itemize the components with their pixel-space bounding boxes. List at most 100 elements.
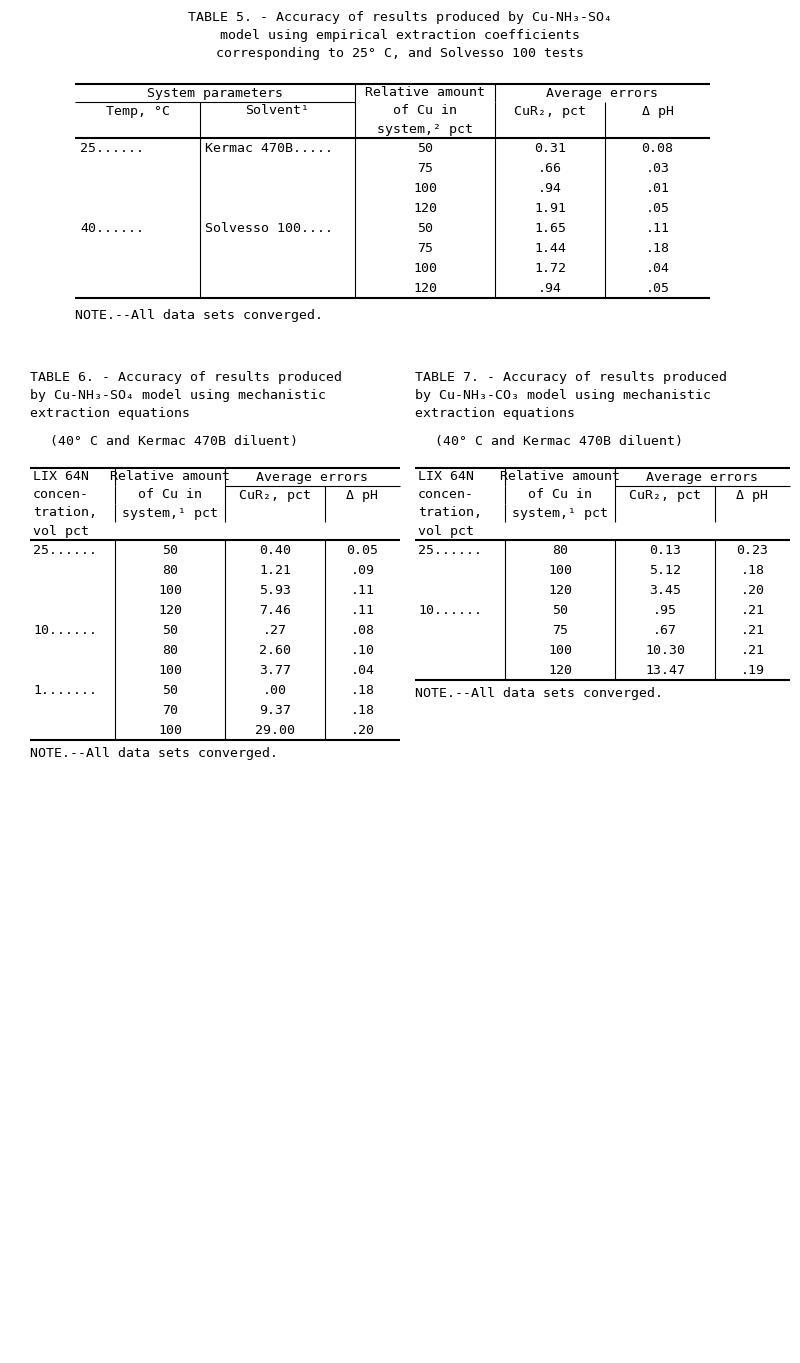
Text: 25......: 25...... xyxy=(418,544,482,556)
Text: 80: 80 xyxy=(162,643,178,657)
Text: CuR₂, pct: CuR₂, pct xyxy=(239,488,311,502)
Text: 1.72: 1.72 xyxy=(534,262,566,274)
Text: of Cu in: of Cu in xyxy=(528,488,592,502)
Text: 100: 100 xyxy=(548,643,572,657)
Text: .11: .11 xyxy=(350,604,374,616)
Text: 120: 120 xyxy=(548,664,572,676)
Text: 29.00: 29.00 xyxy=(255,724,295,736)
Text: 40......: 40...... xyxy=(80,222,144,234)
Text: 1.44: 1.44 xyxy=(534,241,566,255)
Text: model using empirical extraction coefficients: model using empirical extraction coeffic… xyxy=(220,30,580,42)
Text: 100: 100 xyxy=(548,563,572,577)
Text: 2.60: 2.60 xyxy=(259,643,291,657)
Text: Temp, °C: Temp, °C xyxy=(106,105,170,117)
Text: 1.65: 1.65 xyxy=(534,222,566,234)
Text: system,¹ pct: system,¹ pct xyxy=(512,507,608,519)
Text: Δ pH: Δ pH xyxy=(737,488,769,502)
Text: concen-: concen- xyxy=(33,488,89,502)
Text: 100: 100 xyxy=(158,724,182,736)
Text: .10: .10 xyxy=(350,643,374,657)
Text: Solvesso 100....: Solvesso 100.... xyxy=(205,222,333,234)
Text: (40° C and Kermac 470B diluent): (40° C and Kermac 470B diluent) xyxy=(435,436,683,448)
Text: .05: .05 xyxy=(646,282,670,294)
Text: extraction equations: extraction equations xyxy=(30,408,190,421)
Text: NOTE.--All data sets converged.: NOTE.--All data sets converged. xyxy=(75,309,323,323)
Text: .09: .09 xyxy=(350,563,374,577)
Text: 70: 70 xyxy=(162,703,178,717)
Text: .18: .18 xyxy=(741,563,765,577)
Text: vol pct: vol pct xyxy=(33,525,89,537)
Text: 5.12: 5.12 xyxy=(649,563,681,577)
Text: of Cu in: of Cu in xyxy=(393,105,457,117)
Text: TABLE 5. - Accuracy of results produced by Cu-NH₃-SO₄: TABLE 5. - Accuracy of results produced … xyxy=(188,11,612,25)
Text: .04: .04 xyxy=(646,262,670,274)
Text: .66: .66 xyxy=(538,161,562,174)
Text: system,² pct: system,² pct xyxy=(377,123,473,135)
Text: .18: .18 xyxy=(646,241,670,255)
Text: NOTE.--All data sets converged.: NOTE.--All data sets converged. xyxy=(30,747,278,761)
Text: .67: .67 xyxy=(653,623,677,637)
Text: .95: .95 xyxy=(653,604,677,616)
Text: 0.08: 0.08 xyxy=(642,142,674,154)
Text: Δ pH: Δ pH xyxy=(642,105,674,117)
Text: 1.91: 1.91 xyxy=(534,202,566,214)
Text: LIX 64N: LIX 64N xyxy=(33,470,89,484)
Text: .11: .11 xyxy=(350,583,374,597)
Text: Average errors: Average errors xyxy=(257,470,369,484)
Text: 50: 50 xyxy=(552,604,568,616)
Text: Relative amount: Relative amount xyxy=(110,470,230,484)
Text: vol pct: vol pct xyxy=(418,525,474,537)
Text: Relative amount: Relative amount xyxy=(500,470,620,484)
Text: .94: .94 xyxy=(538,181,562,195)
Text: by Cu-NH₃-SO₄ model using mechanistic: by Cu-NH₃-SO₄ model using mechanistic xyxy=(30,390,326,402)
Text: 50: 50 xyxy=(417,222,433,234)
Text: TABLE 6. - Accuracy of results produced: TABLE 6. - Accuracy of results produced xyxy=(30,372,342,384)
Text: 75: 75 xyxy=(417,161,433,174)
Text: .94: .94 xyxy=(538,282,562,294)
Text: CuR₂, pct: CuR₂, pct xyxy=(514,105,586,117)
Text: 75: 75 xyxy=(552,623,568,637)
Text: 120: 120 xyxy=(548,583,572,597)
Text: 0.31: 0.31 xyxy=(534,142,566,154)
Text: .20: .20 xyxy=(741,583,765,597)
Text: 80: 80 xyxy=(552,544,568,556)
Text: by Cu-NH₃-CO₃ model using mechanistic: by Cu-NH₃-CO₃ model using mechanistic xyxy=(415,390,711,402)
Text: (40° C and Kermac 470B diluent): (40° C and Kermac 470B diluent) xyxy=(50,436,298,448)
Text: 100: 100 xyxy=(413,262,437,274)
Text: 100: 100 xyxy=(158,583,182,597)
Text: 0.13: 0.13 xyxy=(649,544,681,556)
Text: 80: 80 xyxy=(162,563,178,577)
Text: concen-: concen- xyxy=(418,488,474,502)
Text: .00: .00 xyxy=(263,683,287,696)
Text: 13.47: 13.47 xyxy=(645,664,685,676)
Text: 9.37: 9.37 xyxy=(259,703,291,717)
Text: corresponding to 25° C, and Solvesso 100 tests: corresponding to 25° C, and Solvesso 100… xyxy=(216,48,584,60)
Text: .21: .21 xyxy=(741,643,765,657)
Text: .19: .19 xyxy=(741,664,765,676)
Text: 100: 100 xyxy=(413,181,437,195)
Text: of Cu in: of Cu in xyxy=(138,488,202,502)
Text: 120: 120 xyxy=(158,604,182,616)
Text: System parameters: System parameters xyxy=(147,86,283,99)
Text: .08: .08 xyxy=(350,623,374,637)
Text: .01: .01 xyxy=(646,181,670,195)
Text: 1.21: 1.21 xyxy=(259,563,291,577)
Text: .03: .03 xyxy=(646,161,670,174)
Text: 50: 50 xyxy=(162,623,178,637)
Text: Average errors: Average errors xyxy=(546,86,658,99)
Text: tration,: tration, xyxy=(418,507,482,519)
Text: .04: .04 xyxy=(350,664,374,676)
Text: 0.05: 0.05 xyxy=(346,544,378,556)
Text: .11: .11 xyxy=(646,222,670,234)
Text: 75: 75 xyxy=(417,241,433,255)
Text: Δ pH: Δ pH xyxy=(346,488,378,502)
Text: 1.......: 1....... xyxy=(33,683,97,696)
Text: Average errors: Average errors xyxy=(646,470,758,484)
Text: 10......: 10...... xyxy=(33,623,97,637)
Text: Relative amount: Relative amount xyxy=(365,86,485,99)
Text: 5.93: 5.93 xyxy=(259,583,291,597)
Text: 3.45: 3.45 xyxy=(649,583,681,597)
Text: 3.77: 3.77 xyxy=(259,664,291,676)
Text: .20: .20 xyxy=(350,724,374,736)
Text: TABLE 7. - Accuracy of results produced: TABLE 7. - Accuracy of results produced xyxy=(415,372,727,384)
